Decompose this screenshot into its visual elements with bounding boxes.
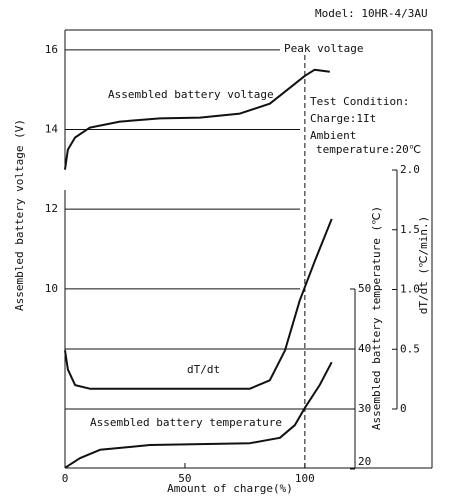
y2-tick-label: 30 xyxy=(358,402,371,415)
y3-tick-label: 2.0 xyxy=(400,163,420,176)
y2-tick-label: 50 xyxy=(358,282,371,295)
model-label: Model: 10HR-4/3AU xyxy=(315,7,428,20)
peak-label: Peak voltage xyxy=(284,42,363,55)
x-tick-label: 0 xyxy=(62,472,69,485)
x-axis-title: Amount of charge(%) xyxy=(167,482,293,495)
annotation: Ambient xyxy=(310,129,356,142)
y3-axis-title: dT/dt (℃/min.) xyxy=(417,216,430,314)
y-tick-label: 10 xyxy=(45,282,58,295)
y3-tick-label: 1.0 xyxy=(400,283,420,296)
annotation: temperature:20℃ xyxy=(316,143,421,156)
y2-tick-label: 20 xyxy=(358,455,371,468)
y-tick-label: 14 xyxy=(45,123,59,136)
annotation: Test Condition: xyxy=(310,95,409,108)
annotation: Charge:1It xyxy=(310,112,376,125)
series-line xyxy=(64,68,330,170)
series-label: Assembled battery temperature xyxy=(90,416,282,429)
y2-axis-title: Assembled battery temperature (℃) xyxy=(370,206,383,430)
y-axis-title: Assembled battery voltage (V) xyxy=(13,119,26,311)
x-tick-label: 50 xyxy=(178,472,191,485)
y-tick-label: 16 xyxy=(45,43,58,56)
series-line xyxy=(64,218,333,390)
series-label: dT/dt xyxy=(187,363,220,376)
x-tick-label: 100 xyxy=(295,472,315,485)
series-line xyxy=(64,361,333,469)
y-tick-label: 12 xyxy=(45,202,58,215)
y3-tick-label: 0 xyxy=(400,402,407,415)
y3-tick-label: 1.5 xyxy=(400,223,420,236)
series-label: Assembled battery voltage xyxy=(108,88,274,101)
y3-tick-label: 0.5 xyxy=(400,342,420,355)
y2-tick-label: 40 xyxy=(358,342,371,355)
